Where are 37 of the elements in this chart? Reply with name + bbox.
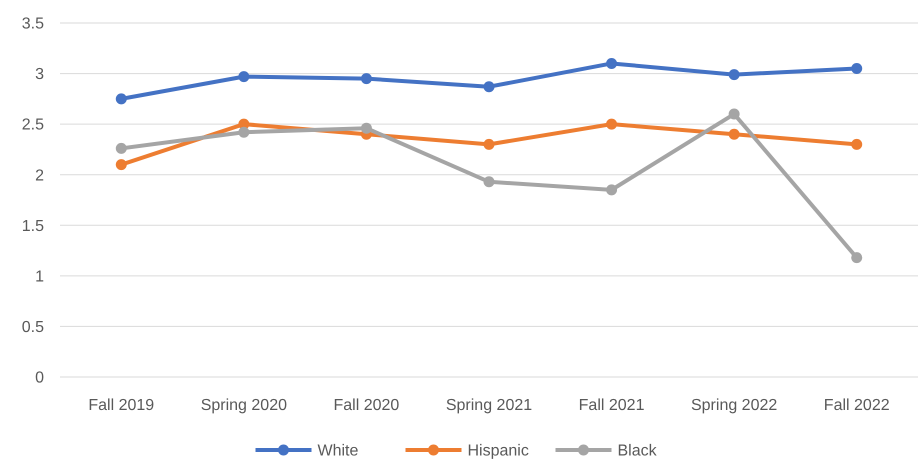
y-tick-label: 0.5 [22,319,44,336]
x-tick-label: Fall 2021 [578,397,645,414]
point [851,138,862,150]
y-tick-label: 3 [35,66,44,84]
point [484,138,494,150]
legend-label: Hispanic [468,442,529,460]
legend-label: White [318,442,358,460]
point [360,73,372,84]
y-tick-label: 2.5 [22,116,44,134]
point [116,159,127,170]
point [116,142,127,154]
x-tick-label: Fall 2022 [824,397,890,414]
y-tick-label: 3.5 [22,16,44,33]
x-tick-label: Fall 2019 [88,397,154,414]
point [851,252,862,264]
y-tick-label: 1.5 [22,218,44,235]
point [238,71,250,82]
x-tick-label: Spring 2022 [690,397,778,414]
x-tick-label: Spring 2020 [200,397,288,414]
point [484,176,494,188]
y-tick-label: 0 [35,370,44,387]
x-tick-label: Fall 2020 [334,397,400,414]
y-tick-label: 2 [35,167,44,184]
point [606,118,618,130]
point [728,108,740,120]
point [238,126,250,138]
point [606,58,618,69]
point [360,122,372,134]
x-tick-label: Spring 2021 [446,397,532,414]
point [728,128,740,140]
y-tick-label: 1 [35,268,44,286]
legend-label: Black [618,442,658,460]
point [484,81,494,92]
point [116,93,127,104]
point [851,63,862,74]
point [728,69,740,80]
point [606,184,618,196]
